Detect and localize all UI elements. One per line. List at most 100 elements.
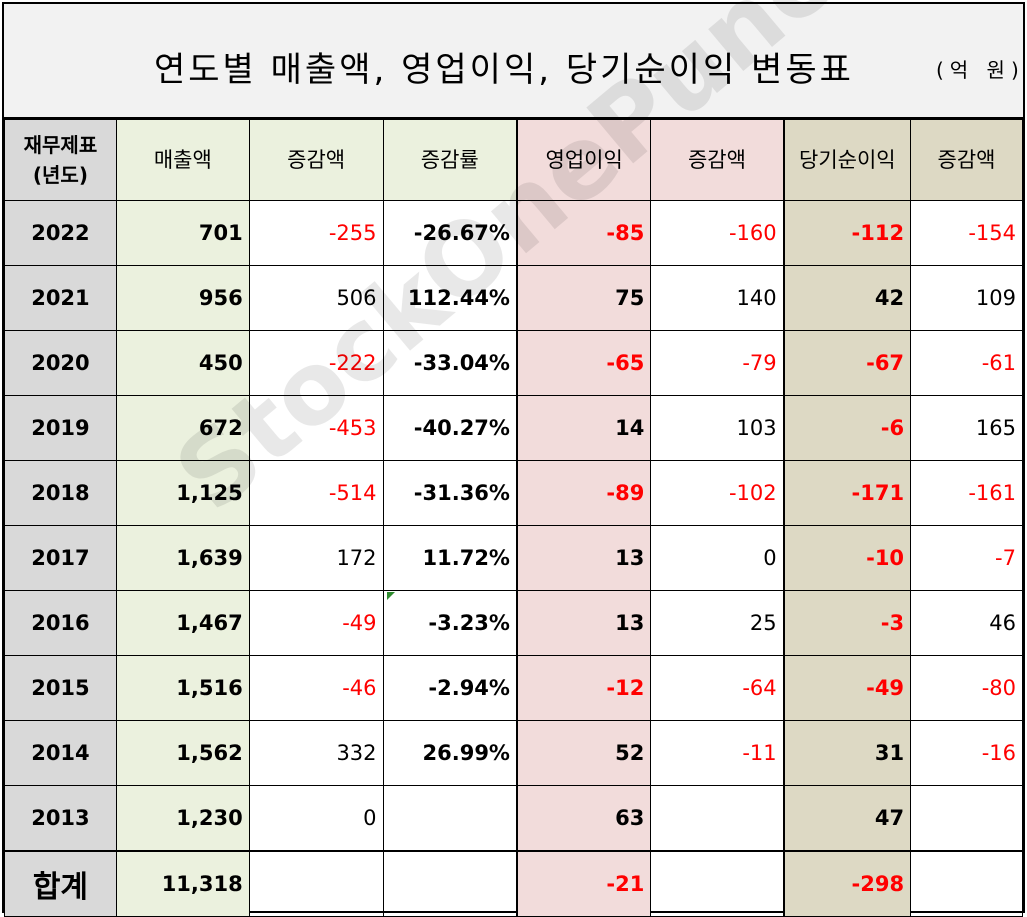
cell-op: -65 (515, 330, 652, 396)
cell-year: 2020 (4, 330, 117, 396)
cell-sales-rate: 112.44% (382, 265, 518, 331)
cell-sales: 701 (115, 200, 250, 266)
cell-op: 14 (515, 395, 652, 461)
cell-ni-change (910, 785, 1023, 851)
cell-year: 2022 (4, 200, 117, 266)
cell-ni: 31 (782, 720, 912, 786)
cell-op: 52 (515, 720, 652, 786)
total-empty-cell (910, 849, 1023, 917)
cell-op: -89 (515, 460, 652, 526)
header-op-change: 증감액 (650, 119, 785, 201)
cell-op: 75 (515, 265, 652, 331)
total-sales: 11,318 (115, 849, 250, 917)
cell-year: 2017 (4, 525, 117, 591)
cell-sales: 1,230 (115, 785, 250, 851)
cell-ni-change: 46 (910, 590, 1023, 656)
table-row: 2021 956 506 112.44% 75 140 42 109 (4, 265, 1023, 331)
cell-op: 13 (515, 590, 652, 656)
cell-sales-change: 0 (248, 785, 384, 851)
cell-year: 2015 (4, 655, 117, 721)
cell-op-change (650, 785, 785, 851)
cell-ni-change: 165 (910, 395, 1023, 461)
cell-sales-rate: 26.99% (382, 720, 518, 786)
cell-ni: -6 (782, 395, 912, 461)
cell-sales-rate: -40.27% (382, 395, 518, 461)
cell-op-change: -79 (650, 330, 785, 396)
cell-op: 13 (515, 525, 652, 591)
financial-table: 재무제표 (년도) 매출액 증감액 증감률 영업이익 증감액 당기순이익 증감액… (4, 119, 1023, 917)
cell-op-change: 103 (650, 395, 785, 461)
cell-ni-change: -154 (910, 200, 1023, 266)
cell-sales-rate: 11.72% (382, 525, 518, 591)
header-sales-change: 증감액 (248, 119, 384, 201)
cell-year: 2019 (4, 395, 117, 461)
cell-op: -85 (515, 200, 652, 266)
cell-op: -12 (515, 655, 652, 721)
total-op: -21 (515, 849, 652, 917)
cell-sales-change: 506 (248, 265, 384, 331)
header-sales: 매출액 (115, 119, 250, 201)
title-bar: 연도별 매출액, 영업이익, 당기순이익 변동표 (억 원) (4, 4, 1023, 119)
cell-sales-change: 332 (248, 720, 384, 786)
total-empty-cell (248, 849, 384, 917)
cell-sales-rate: -3.23% (382, 590, 518, 656)
table-row: 2018 1,125 -514 -31.36% -89 -102 -171 -161 (4, 460, 1023, 526)
cell-sales-change: -222 (248, 330, 384, 396)
cell-sales-rate (382, 785, 518, 851)
cell-sales: 1,639 (115, 525, 250, 591)
cell-sales: 1,562 (115, 720, 250, 786)
cell-sales-rate: -31.36% (382, 460, 518, 526)
cell-year: 2013 (4, 785, 117, 851)
cell-sales-change: -255 (248, 200, 384, 266)
cell-sales: 450 (115, 330, 250, 396)
header-sales-rate: 증감률 (382, 119, 518, 201)
table-row: 2019 672 -453 -40.27% 14 103 -6 165 (4, 395, 1023, 461)
cell-op-change: 140 (650, 265, 785, 331)
cell-sales-change: -46 (248, 655, 384, 721)
cell-ni: 42 (782, 265, 912, 331)
cell-op-change: -11 (650, 720, 785, 786)
cell-ni-change: -61 (910, 330, 1023, 396)
cell-ni-change: -161 (910, 460, 1023, 526)
cell-sales-rate: -33.04% (382, 330, 518, 396)
total-label: 합계 (4, 849, 117, 917)
cell-ni: -10 (782, 525, 912, 591)
cell-sales-rate: -26.67% (382, 200, 518, 266)
cell-sales: 1,467 (115, 590, 250, 656)
header-year: 재무제표 (년도) (4, 119, 117, 201)
cell-year: 2018 (4, 460, 117, 526)
table-row: 2017 1,639 172 11.72% 13 0 -10 -7 (4, 525, 1023, 591)
table-row: 2022 701 -255 -26.67% -85 -160 -112 -154 (4, 200, 1023, 266)
cell-ni: 47 (782, 785, 912, 851)
cell-sales-change: -514 (248, 460, 384, 526)
cell-ni-change: -16 (910, 720, 1023, 786)
total-row: 합계 11,318 -21 -298 (4, 849, 1023, 917)
total-empty-cell (382, 849, 518, 917)
cell-sales-change: 172 (248, 525, 384, 591)
cell-ni: -3 (782, 590, 912, 656)
cell-op-change: 0 (650, 525, 785, 591)
total-ni: -298 (782, 849, 912, 917)
cell-ni: -67 (782, 330, 912, 396)
header-ni-change: 증감액 (910, 119, 1023, 201)
unit-label: (억 원) (936, 58, 1025, 82)
cell-sales: 1,516 (115, 655, 250, 721)
cell-ni-change: -80 (910, 655, 1023, 721)
cell-op: 63 (515, 785, 652, 851)
cell-sales-change: -453 (248, 395, 384, 461)
cell-year: 2014 (4, 720, 117, 786)
cell-sales: 1,125 (115, 460, 250, 526)
cell-op-change: -64 (650, 655, 785, 721)
cell-year: 2021 (4, 265, 117, 331)
cell-year: 2016 (4, 590, 117, 656)
table-row: 2013 1,230 0 63 47 (4, 785, 1023, 851)
cell-sales: 672 (115, 395, 250, 461)
header-operating-profit: 영업이익 (515, 119, 652, 201)
table-row: 2014 1,562 332 26.99% 52 -11 31 -16 (4, 720, 1023, 786)
cell-sales-rate: -2.94% (382, 655, 518, 721)
table-row: 2020 450 -222 -33.04% -65 -79 -67 -61 (4, 330, 1023, 396)
header-net-income: 당기순이익 (782, 119, 912, 201)
cell-ni: -112 (782, 200, 912, 266)
cell-sales-change: -49 (248, 590, 384, 656)
